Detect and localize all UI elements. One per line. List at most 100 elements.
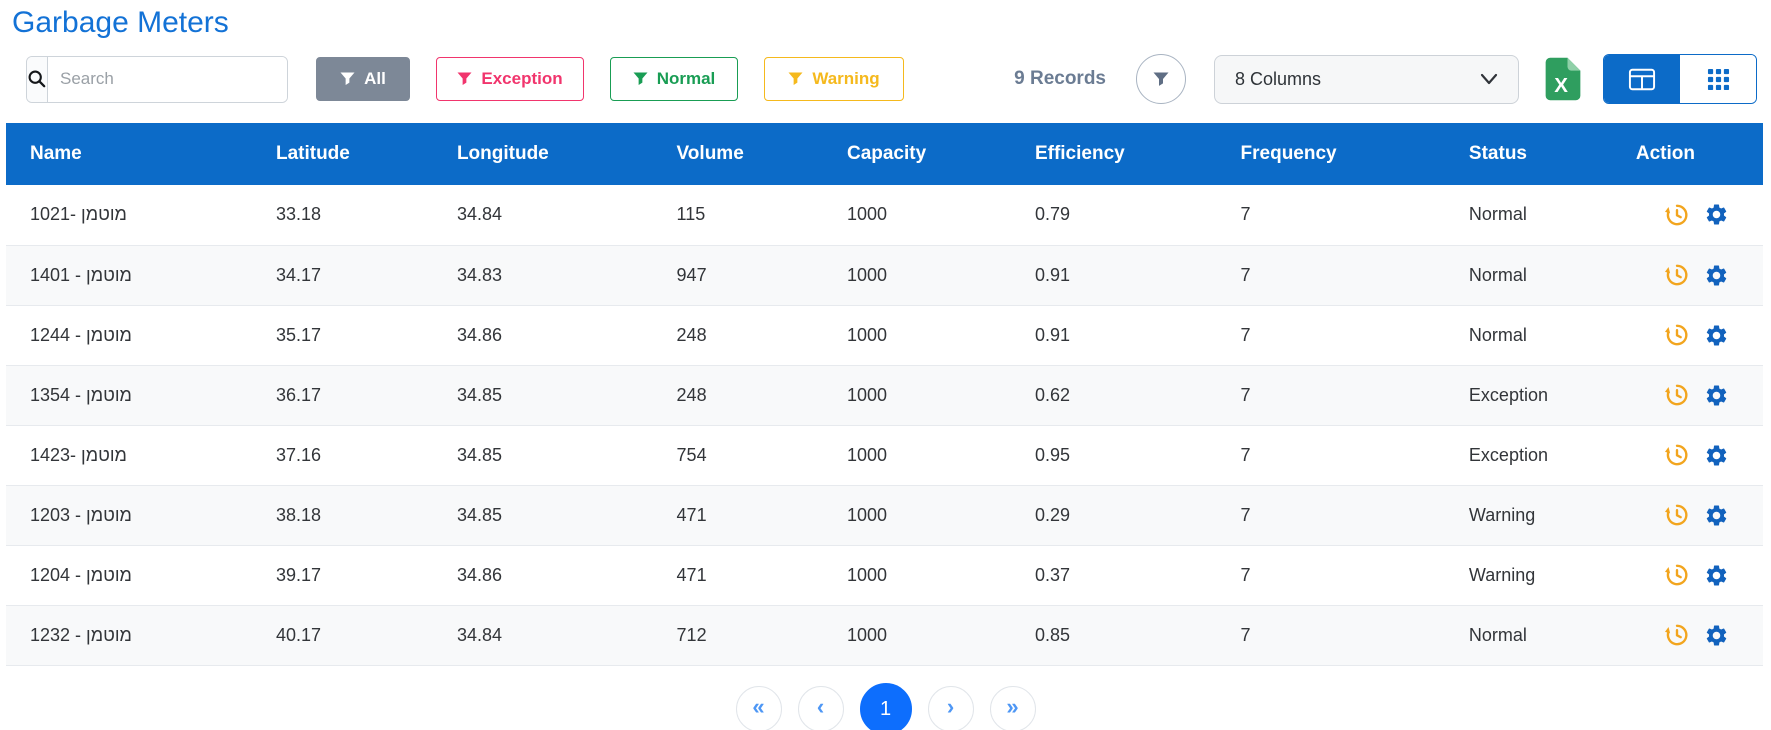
settings-button[interactable]: [1704, 623, 1729, 648]
cell-volume: 115: [652, 185, 823, 246]
settings-button[interactable]: [1704, 263, 1729, 288]
pagination-last-button[interactable]: »: [989, 685, 1036, 730]
table-view-button[interactable]: [1604, 55, 1680, 103]
settings-button[interactable]: [1704, 503, 1729, 528]
table-row: מוטמן -1021 33.18 34.84 115 1000 0.79 7 …: [6, 185, 1763, 246]
cell-name: מוטמן -1021: [6, 185, 252, 246]
funnel-icon: [1153, 72, 1169, 87]
cell-frequency: 7: [1216, 545, 1445, 606]
settings-gear-icon: [1704, 503, 1729, 528]
cell-frequency: 7: [1216, 185, 1445, 246]
cell-volume: 712: [652, 605, 823, 666]
cell-status: Normal: [1444, 605, 1626, 666]
pagination-first-button[interactable]: «: [735, 685, 782, 730]
history-button[interactable]: [1664, 382, 1690, 408]
cell-latitude: 38.18: [251, 485, 433, 546]
settings-gear-icon: [1704, 563, 1729, 588]
excel-letter: X: [1554, 74, 1568, 97]
cell-volume: 947: [652, 245, 823, 306]
history-button[interactable]: [1664, 442, 1690, 468]
search-input[interactable]: [48, 56, 287, 102]
page-title: Garbage Meters: [12, 6, 229, 39]
table-row: מוטמן - 1232 40.17 34.84 712 1000 0.85 7…: [6, 605, 1763, 666]
card-view-button[interactable]: [1680, 55, 1756, 103]
settings-gear-icon: [1704, 383, 1729, 408]
settings-button[interactable]: [1704, 443, 1729, 468]
history-icon: [1664, 622, 1690, 648]
view-toggle: [1603, 54, 1757, 104]
cell-latitude: 37.16: [251, 425, 433, 486]
column-header: Volume: [652, 123, 823, 185]
cell-frequency: 7: [1216, 485, 1445, 546]
cell-capacity: 1000: [822, 545, 1011, 606]
settings-button[interactable]: [1704, 323, 1729, 348]
cell-frequency: 7: [1216, 605, 1445, 666]
cell-name: מוטמן - 1244: [6, 305, 252, 366]
cell-capacity: 1000: [822, 485, 1011, 546]
funnel-icon: [633, 72, 648, 86]
pagination-page-1-button[interactable]: 1: [859, 682, 912, 730]
filter-all-label: All: [364, 69, 386, 88]
cell-action: [1625, 365, 1763, 426]
cell-longitude: 34.85: [432, 365, 653, 426]
cell-action: [1625, 245, 1763, 306]
table-row: מוטמן - 1354 36.17 34.85 248 1000 0.62 7…: [6, 365, 1763, 426]
filter-warning-button[interactable]: Warning: [764, 57, 904, 101]
columns-select-value: 8 Columns: [1235, 68, 1322, 89]
settings-gear-icon: [1704, 263, 1729, 288]
cell-action: [1625, 485, 1763, 546]
cell-status: Normal: [1444, 245, 1626, 306]
filter-exception-button[interactable]: Exception: [436, 57, 584, 101]
filter-exception-label: Exception: [481, 69, 563, 88]
settings-gear-icon: [1704, 623, 1729, 648]
history-icon: [1664, 262, 1690, 288]
history-button[interactable]: [1664, 622, 1690, 648]
pagination: « ‹ 1 › »: [0, 682, 1771, 730]
pagination-prev-button[interactable]: ‹: [797, 685, 844, 730]
cell-volume: 248: [652, 305, 823, 366]
cell-latitude: 39.17: [251, 545, 433, 606]
cell-capacity: 1000: [822, 185, 1011, 246]
cell-efficiency: 0.62: [1010, 365, 1217, 426]
column-header: Status: [1444, 123, 1626, 185]
filter-normal-button[interactable]: Normal: [610, 57, 738, 101]
cell-capacity: 1000: [822, 365, 1011, 426]
cell-efficiency: 0.91: [1010, 245, 1217, 306]
filter-all-button[interactable]: All: [316, 57, 410, 101]
funnel-icon: [457, 72, 472, 86]
settings-button[interactable]: [1704, 383, 1729, 408]
history-button[interactable]: [1664, 502, 1690, 528]
search-group: [26, 55, 288, 103]
cell-longitude: 34.86: [432, 305, 653, 366]
export-excel-button[interactable]: X: [1545, 57, 1581, 101]
history-button[interactable]: [1664, 262, 1690, 288]
columns-select[interactable]: 8 Columns: [1214, 54, 1519, 104]
funnel-icon: [788, 72, 803, 86]
pagination-next-button[interactable]: ›: [927, 685, 974, 730]
cell-latitude: 36.17: [251, 365, 433, 426]
settings-button[interactable]: [1704, 563, 1729, 588]
data-grid: Name Latitude Longitude Volume Capacity Effic…: [6, 123, 1763, 666]
cell-name: מוטמן - 1204: [6, 545, 252, 606]
data-grid-container: Name Latitude Longitude Volume Capacity Effic…: [6, 123, 1763, 666]
history-button[interactable]: [1664, 562, 1690, 588]
cell-action: [1625, 545, 1763, 606]
cell-volume: 471: [652, 485, 823, 546]
cell-efficiency: 0.29: [1010, 485, 1217, 546]
cell-latitude: 40.17: [251, 605, 433, 666]
cell-efficiency: 0.91: [1010, 305, 1217, 366]
filter-normal-label: Normal: [656, 69, 716, 88]
cell-longitude: 34.83: [432, 245, 653, 306]
settings-button[interactable]: [1704, 202, 1729, 227]
history-button[interactable]: [1664, 322, 1690, 348]
settings-gear-icon: [1704, 202, 1729, 227]
table-row: מוטמן - 1244 35.17 34.86 248 1000 0.91 7…: [6, 305, 1763, 366]
column-header: Longitude: [432, 123, 653, 185]
cell-status: Normal: [1444, 185, 1626, 246]
filter-menu-button[interactable]: [1136, 54, 1186, 104]
header-row: Name Latitude Longitude Volume Capacity Effic…: [6, 123, 1763, 185]
table-view-icon: [1628, 68, 1656, 91]
history-button[interactable]: [1664, 202, 1690, 228]
history-icon: [1664, 442, 1690, 468]
column-header: Latitude: [251, 123, 433, 185]
